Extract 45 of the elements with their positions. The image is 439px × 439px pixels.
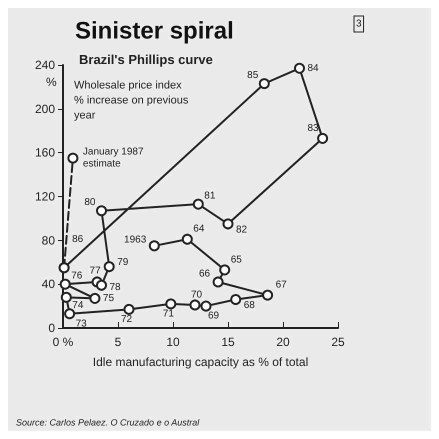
text: 3 [356,18,362,30]
x-tick-label: 10 [166,335,180,349]
y-axis-title: % [46,75,57,89]
annotation: 65 [230,254,242,266]
annotation: 86 [72,234,84,246]
annotation: 81 [204,190,216,202]
annotation: January 1987 estimate [82,146,144,170]
y-tick-label: 160 [34,146,56,160]
annotation: 74 [72,300,84,311]
x-tick-label: 0 % [52,335,74,349]
y-tick-label: 0 [48,321,56,335]
annotation: 82 [236,224,248,236]
annotation: 73 [76,318,88,330]
y-tick-label: 120 [34,190,56,204]
x-tick-label: 15 [221,335,235,349]
annotation: 76 [71,270,83,282]
chart-title: Sinister spiral [75,18,234,44]
y-tick-label: 240 [34,58,56,72]
y-tick-label: 80 [42,233,56,248]
annotation: 70 [191,289,203,300]
y-tick-label: 40 [42,277,56,292]
annotation: 68 [244,300,256,312]
annotation: 64 [193,224,205,235]
annotation: 1963 [124,234,147,246]
annotation: 78 [110,282,122,293]
chart-subtitle: Brazil's Phillips curve [79,52,213,67]
annotation: 67 [276,280,288,291]
annotation: 85 [247,70,259,82]
annotation: 66 [198,268,211,280]
source-note: Source: Carlos Pelaez. O Cruzado e o Austral [16,418,200,428]
x-tick-label: 25 [331,335,345,349]
annotation: 80 [84,197,96,208]
annotation: 83 [307,122,320,134]
y-tick-label: 200 [34,102,56,116]
annotation: 72 [121,314,133,325]
annotation: 69 [208,310,220,322]
x-tick-label: 20 [276,335,290,349]
annotation: 84 [308,62,320,74]
annotation: 77 [90,265,102,276]
annotation: Wholesale price index % increase on previous year [74,80,189,122]
annotation: 71 [162,308,174,320]
x-axis-title: Idle manufacturing capacity as % of total [92,355,308,369]
x-tick-label: 5 [114,335,122,349]
annotation: 75 [102,292,114,304]
annotation: 79 [117,257,129,268]
